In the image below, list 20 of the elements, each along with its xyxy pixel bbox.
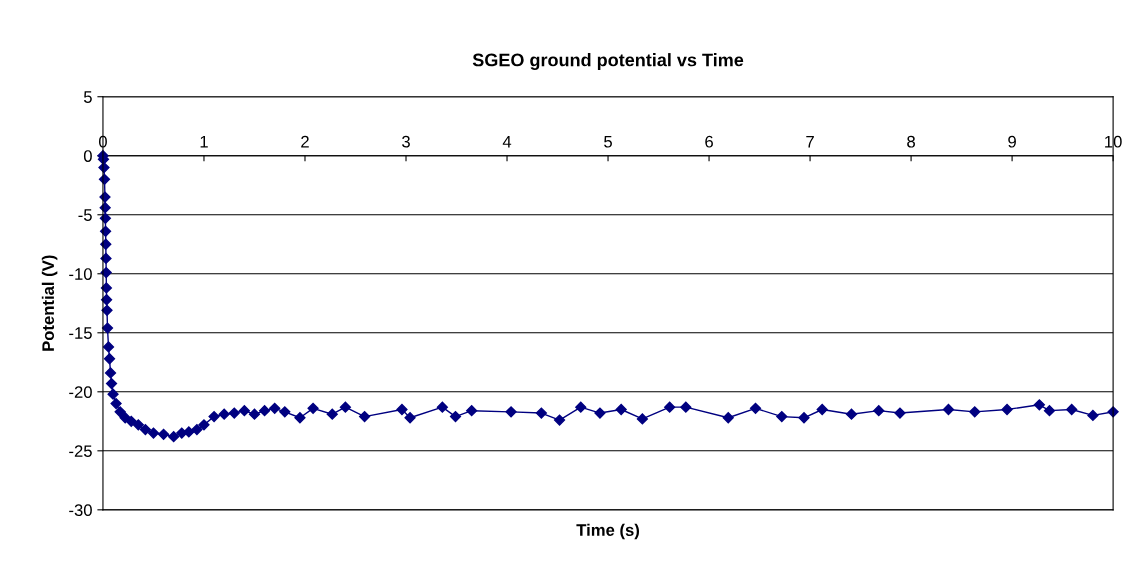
x-tick-label: 8 xyxy=(907,135,915,148)
x-tick-label: 2 xyxy=(301,135,309,148)
x-tick-label: 1 xyxy=(200,135,208,148)
chart-title: SGEO ground potential vs Time xyxy=(472,53,744,70)
y-tick-label: -20 xyxy=(69,386,92,398)
x-tick-label: 9 xyxy=(1008,135,1016,148)
y-tick-label: -25 xyxy=(69,445,92,458)
x-tick-label: 7 xyxy=(806,135,814,148)
x-axis-title: Time (s) xyxy=(576,523,640,540)
x-tick-label: 4 xyxy=(502,135,512,148)
x-tick-label: 3 xyxy=(402,135,410,148)
y-axis-title: Potential (V) xyxy=(41,255,58,351)
y-tick-label: 0 xyxy=(83,150,92,162)
x-tick-label: 5 xyxy=(604,135,612,148)
y-tick-label: -10 xyxy=(69,268,92,280)
y-tick-label: -30 xyxy=(69,504,92,517)
y-tick-label: 5 xyxy=(83,91,92,103)
x-tick-label: 6 xyxy=(705,135,713,148)
y-tick-label: -15 xyxy=(69,327,92,339)
y-tick-label: -5 xyxy=(78,209,92,221)
